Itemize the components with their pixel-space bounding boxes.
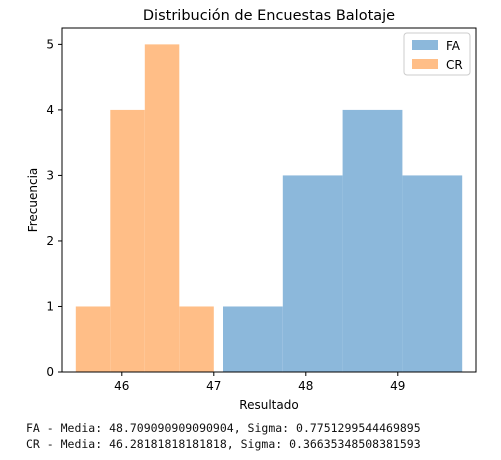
histogram-chart: Distribución de Encuestas Balotaje 46 47 4…	[26, 8, 477, 412]
stats-output: FA - Media: 48.709090909090904, Sigma: 0…	[26, 420, 421, 452]
x-tick-label-1: 47	[206, 379, 221, 393]
legend: FA CR	[403, 32, 471, 76]
axes-group	[61, 27, 477, 373]
ticks-group: 46 47 48 49 0 1 2 3 4 5	[46, 37, 405, 393]
bars-group	[75, 44, 463, 373]
fa-stats-line: FA - Media: 48.709090909090904, Sigma: 0…	[26, 421, 421, 435]
y-tick-label-1: 1	[46, 299, 54, 313]
y-tick-label-4: 4	[46, 103, 54, 117]
legend-label-fa: FA	[446, 39, 461, 53]
bar-cr-0	[75, 306, 111, 372]
bar-cr-2	[144, 44, 180, 372]
cr-stats-line: CR - Media: 46.28181818181818, Sigma: 0.…	[26, 437, 421, 451]
bar-cr-3	[179, 306, 214, 372]
x-tick-label-2: 48	[298, 379, 313, 393]
legend-swatch-cr	[412, 59, 438, 69]
y-axis-label: Frecuencia	[26, 168, 40, 233]
bar-fa-2	[342, 109, 403, 373]
bar-cr-1	[110, 109, 145, 373]
chart-title: Distribución de Encuestas Balotaje	[143, 8, 395, 24]
bar-fa-1	[282, 175, 343, 372]
legend-label-cr: CR	[446, 58, 463, 72]
x-tick-label-0: 46	[114, 379, 129, 393]
x-axis-label: Resultado	[239, 398, 298, 412]
y-tick-label-0: 0	[46, 365, 54, 379]
bar-fa-0	[223, 306, 283, 372]
y-tick-label-3: 3	[46, 168, 54, 182]
y-tick-label-2: 2	[46, 234, 54, 248]
plot-frame	[61, 27, 477, 373]
y-tick-label-5: 5	[46, 37, 54, 51]
bar-fa-3	[402, 175, 463, 372]
legend-swatch-fa	[412, 40, 438, 50]
x-tick-label-3: 49	[390, 379, 405, 393]
